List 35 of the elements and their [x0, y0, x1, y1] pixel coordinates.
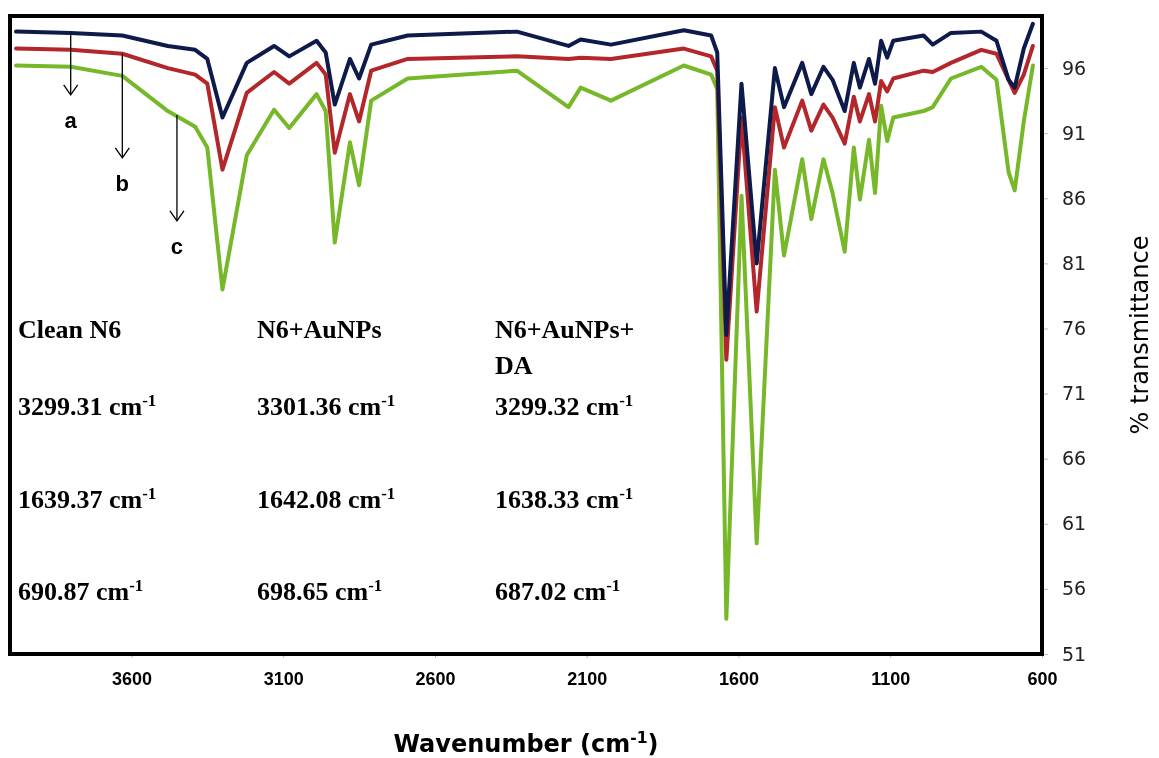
- x-tick-label: 3100: [263, 668, 304, 689]
- annotation: c: [170, 233, 184, 259]
- y-tick-label: 61: [1062, 512, 1087, 535]
- annotation: 1642.08 cm$^{-1}$: [257, 483, 396, 514]
- y-tick-label: 91: [1062, 121, 1087, 144]
- annotation: 687.02 cm$^{-1}$: [495, 575, 621, 606]
- line-series: [14, 63, 1035, 621]
- x-tick-label: 1100: [871, 668, 911, 689]
- y-tick-label: 81: [1062, 251, 1087, 274]
- annotation: 3301.36 cm$^{-1}$: [257, 390, 396, 421]
- annotation: N6+AuNPs: [257, 315, 382, 344]
- y-tick-label: 56: [1062, 577, 1087, 600]
- y-tick-label: 51: [1062, 642, 1087, 665]
- x-axis-title: Wavenumber (cm$^{-1}$): [393, 729, 659, 758]
- x-tick-label: 2100: [567, 668, 608, 689]
- y-axis-title: % transmittance: [1126, 235, 1154, 435]
- y-tick-label: 66: [1062, 447, 1087, 470]
- annotation: a: [64, 107, 78, 133]
- y-tick-label: 96: [1062, 56, 1087, 79]
- x-tick-label: 1600: [718, 668, 759, 689]
- annotation: 690.87 cm$^{-1}$: [18, 575, 144, 606]
- annotation: Clean N6: [18, 315, 122, 344]
- x-tick-label: 2600: [415, 668, 456, 689]
- x-tick-label: 600: [1027, 668, 1058, 689]
- annotation: 1638.33 cm$^{-1}$: [495, 483, 634, 514]
- annotation: 1639.37 cm$^{-1}$: [18, 483, 157, 514]
- y-tick-label: 71: [1062, 382, 1087, 405]
- annotation: N6+AuNPs+ DA: [495, 315, 635, 380]
- annotation: 3299.31 cm$^{-1}$: [18, 390, 157, 421]
- x-tick-label: 3600: [111, 668, 152, 689]
- annotation: b: [115, 170, 130, 196]
- annotation: 698.65 cm$^{-1}$: [257, 575, 383, 606]
- y-tick-label: 76: [1062, 317, 1087, 340]
- y-tick-label: 86: [1062, 186, 1087, 209]
- annotation: 3299.32 cm$^{-1}$: [495, 390, 634, 421]
